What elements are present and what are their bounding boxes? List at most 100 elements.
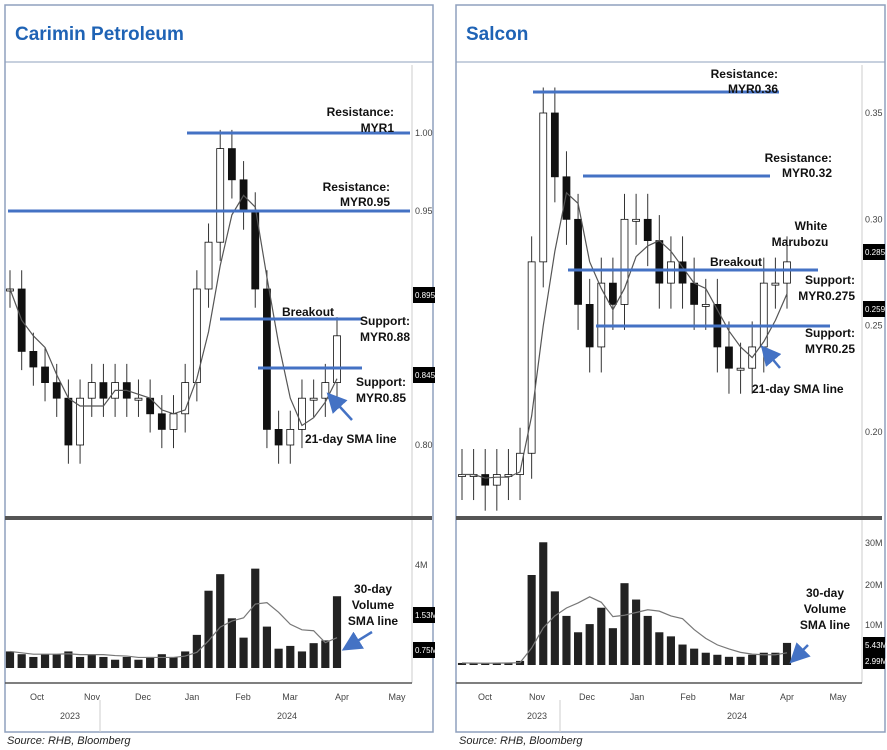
volume-bar (655, 632, 664, 665)
annotations: Resistance: MYR0.36 Resistance: MYR0.32 … (533, 67, 855, 664)
volume-bar (782, 642, 792, 665)
candle (286, 428, 295, 446)
volume-bar (620, 583, 629, 665)
volume-tick-label: 30M (865, 538, 883, 548)
candle (274, 428, 283, 446)
candle (550, 112, 559, 178)
candle (192, 288, 201, 383)
candle (216, 148, 225, 243)
volume-bar (192, 634, 201, 668)
x-tick-label: Jan (630, 692, 645, 702)
volume-bar (204, 590, 213, 668)
x-tick-label: Oct (30, 692, 45, 702)
volume-bar (701, 652, 710, 665)
candle (481, 474, 490, 486)
candle (309, 397, 318, 401)
y-tick-label: 0.80 (415, 440, 433, 450)
x-tick-label: Nov (529, 692, 546, 702)
volume-bar (481, 663, 490, 665)
x-tick-label: Dec (579, 692, 596, 702)
chart-title: Salcon (466, 24, 528, 45)
volume-bar (29, 656, 38, 668)
volume-bar (678, 644, 687, 665)
candle (99, 382, 108, 399)
candle (169, 413, 178, 430)
price-tag (863, 244, 885, 260)
support-value: MYR0.85 (356, 391, 406, 405)
volume-bar (286, 645, 295, 668)
volume-bar (122, 656, 131, 668)
candle (597, 282, 606, 348)
candle (585, 303, 594, 348)
volume-bar (574, 632, 583, 665)
volume-tick-label: 10M (865, 620, 883, 630)
volume-bar (748, 654, 757, 665)
volume-bar (251, 568, 260, 668)
candle (52, 382, 61, 399)
volume-bar (321, 640, 330, 668)
candle (298, 397, 306, 430)
vol-sma-label: 30-day (354, 582, 392, 596)
candle (87, 382, 96, 399)
candle (771, 282, 780, 286)
support-label: Support: (360, 314, 410, 328)
support-label: Support: (805, 273, 855, 287)
candle (632, 218, 640, 222)
candle (609, 282, 617, 305)
volume-tag-label: 5.43M (865, 641, 887, 650)
price-tag-label: 0.845 (415, 371, 436, 380)
volume-bar (527, 575, 536, 665)
volume-bar (562, 615, 571, 665)
price-tag (413, 287, 435, 303)
volume-bar (274, 648, 283, 668)
volume-bar (539, 542, 548, 665)
volume-bar (504, 662, 513, 665)
breakout-label: Breakout (710, 255, 762, 269)
y-tick-label: 0.25 (865, 321, 883, 331)
candle (41, 366, 49, 384)
candle (29, 350, 38, 368)
candle (690, 282, 699, 305)
x-tick-label: Jan (185, 692, 200, 702)
volume-bar (457, 662, 467, 665)
price-tag-label: 0.895 (415, 291, 436, 300)
candle (574, 218, 582, 305)
volume-bar (227, 618, 236, 668)
volume-bar (759, 652, 768, 665)
candle (333, 335, 341, 383)
x-tick-label: Apr (780, 692, 794, 702)
volume-tag-label: 1.53M (415, 611, 438, 620)
volume-tag-label: 0.75M (415, 646, 438, 655)
volume-tag (863, 637, 885, 653)
year-label: 2024 (727, 711, 747, 721)
volume-bar (492, 662, 501, 665)
resistance-label: Resistance: (327, 105, 394, 119)
resistance-value: MYR0.36 (728, 82, 778, 96)
volume-bar (17, 654, 26, 668)
support-value: MYR0.275 (798, 289, 855, 303)
volume-tick-label: 20M (865, 580, 883, 590)
year-label: 2023 (527, 711, 547, 721)
chart-title: Carimin Petroleum (15, 24, 184, 45)
candle (736, 367, 745, 371)
volume-bar (736, 656, 745, 665)
x-tick-label: May (829, 692, 847, 702)
price-tag (863, 301, 885, 317)
x-tick-label: Feb (680, 692, 696, 702)
x-tick-label: May (388, 692, 406, 702)
volume-bar (771, 652, 780, 665)
volume-bar (597, 607, 606, 665)
volume-bar (75, 656, 85, 668)
candle (527, 261, 536, 454)
year-label: 2023 (60, 711, 80, 721)
volume-bar (309, 643, 318, 668)
marubozu-label: White (795, 219, 828, 233)
x-tick-label: Mar (282, 692, 298, 702)
volume-bar (332, 596, 342, 668)
volume-tag-label: 2.99M (865, 657, 887, 666)
y-tick-label: 0.35 (865, 108, 883, 118)
vol-sma-label: SMA line (800, 618, 851, 632)
price-tag-label: 0.285 (865, 248, 886, 257)
candle (134, 397, 143, 401)
y-tick-label: 0.95 (415, 206, 433, 216)
